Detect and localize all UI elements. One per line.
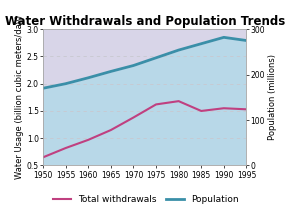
Legend: Total withdrawals, Population: Total withdrawals, Population (50, 191, 242, 208)
Y-axis label: Population (millions): Population (millions) (268, 54, 277, 140)
Title: Water Withdrawals and Population Trends: Water Withdrawals and Population Trends (5, 15, 285, 28)
Y-axis label: Water Usage (billion cubic meters/day): Water Usage (billion cubic meters/day) (15, 15, 24, 179)
